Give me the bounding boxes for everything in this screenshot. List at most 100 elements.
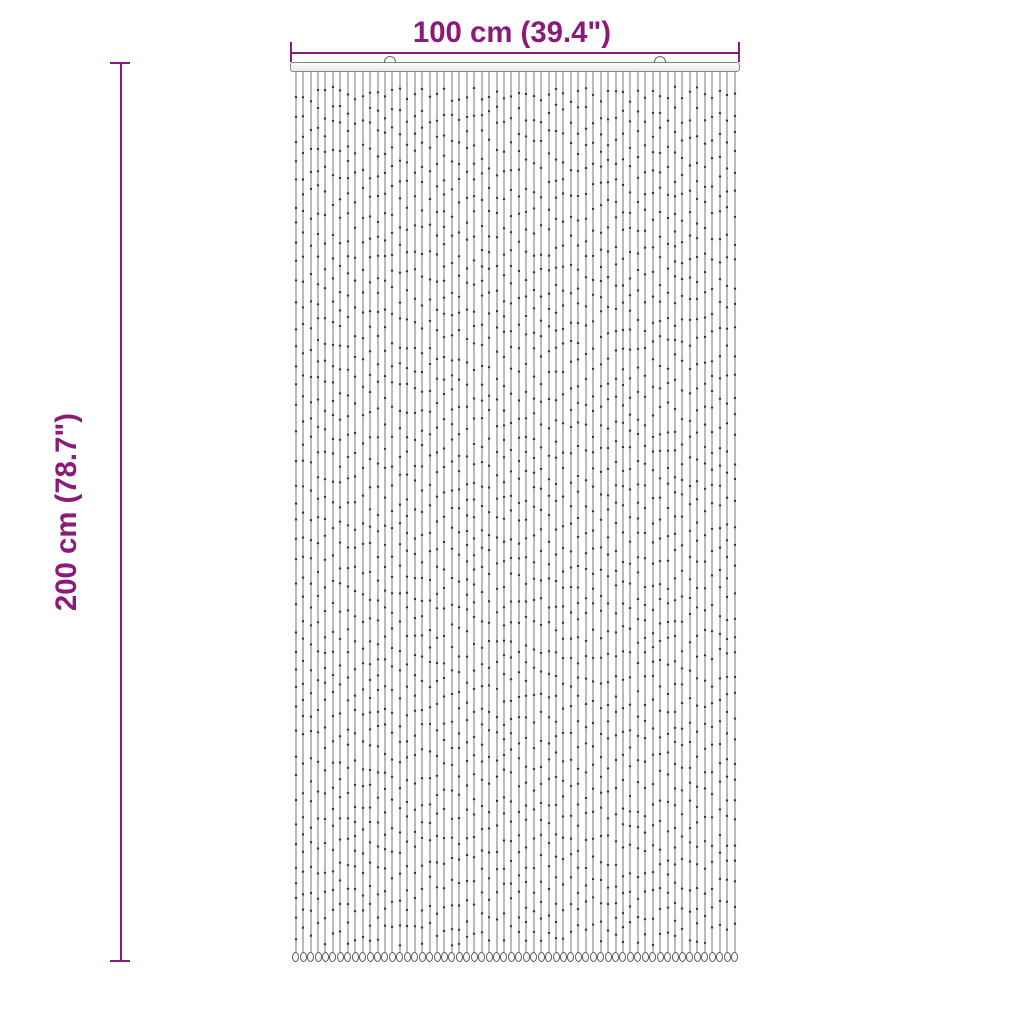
strand-loop xyxy=(716,952,723,962)
strand-loop xyxy=(597,952,604,962)
curtain-strand xyxy=(597,72,604,962)
strand-loop xyxy=(463,952,470,962)
strand-loop xyxy=(307,952,314,962)
strand-loop xyxy=(508,952,515,962)
strand-loop xyxy=(493,952,500,962)
width-dimension-tick-right xyxy=(738,42,740,62)
curtain-strand xyxy=(686,72,693,962)
strand-loop xyxy=(560,952,567,962)
curtain-strand xyxy=(433,72,440,962)
curtain-strand xyxy=(671,72,678,962)
curtain-strand xyxy=(723,72,730,962)
curtain-strand xyxy=(292,72,299,962)
strand-loop xyxy=(456,952,463,962)
curtain-strand xyxy=(656,72,663,962)
curtain-strand xyxy=(634,72,641,962)
curtain-strand xyxy=(508,72,515,962)
strand-loop xyxy=(419,952,426,962)
strand-loop xyxy=(530,952,537,962)
curtain-strand xyxy=(404,72,411,962)
strand-loop xyxy=(337,952,344,962)
curtain-strand xyxy=(352,72,359,962)
curtain-strand xyxy=(337,72,344,962)
curtain-strand xyxy=(575,72,582,962)
curtain-strand xyxy=(307,72,314,962)
strand-loop xyxy=(381,952,388,962)
curtain-strand xyxy=(448,72,455,962)
curtain-strand xyxy=(545,72,552,962)
curtain-strand xyxy=(523,72,530,962)
strand-loop xyxy=(657,952,664,962)
strand-loop xyxy=(612,952,619,962)
strand-loop xyxy=(553,952,560,962)
strand-loop xyxy=(709,952,716,962)
curtain-strand xyxy=(329,72,336,962)
curtain-strand xyxy=(418,72,425,962)
strand-loop xyxy=(329,952,336,962)
curtain-strand xyxy=(456,72,463,962)
curtain-strand xyxy=(530,72,537,962)
strand-loop xyxy=(649,952,656,962)
curtain-strand xyxy=(612,72,619,962)
strand-loop xyxy=(731,952,738,962)
curtain-strand xyxy=(627,72,634,962)
strand-loop xyxy=(292,952,299,962)
width-dimension-line xyxy=(290,52,740,54)
strand-loop xyxy=(694,952,701,962)
strand-loop xyxy=(359,952,366,962)
diagram-canvas: 100 cm (39.4") 200 cm (78.7") xyxy=(0,0,1024,1024)
curtain-strand xyxy=(664,72,671,962)
strand-loop xyxy=(724,952,731,962)
curtain-strand xyxy=(344,72,351,962)
curtain-strand xyxy=(731,72,738,962)
curtain-strand xyxy=(322,72,329,962)
rail-hook xyxy=(654,56,666,63)
strand-loop xyxy=(664,952,671,962)
curtain-strand xyxy=(426,72,433,962)
curtain-strand xyxy=(567,72,574,962)
curtain-strand xyxy=(619,72,626,962)
curtain-strand xyxy=(411,72,418,962)
curtain-strand xyxy=(374,72,381,962)
strand-loop xyxy=(575,952,582,962)
curtain-strand xyxy=(701,72,708,962)
strand-loop xyxy=(642,952,649,962)
curtain-strands xyxy=(290,72,740,962)
strand-loop xyxy=(567,952,574,962)
beaded-curtain xyxy=(290,62,740,962)
curtain-strand xyxy=(389,72,396,962)
curtain-strand xyxy=(463,72,470,962)
strand-loop xyxy=(679,952,686,962)
curtain-strand xyxy=(679,72,686,962)
curtain-strand xyxy=(590,72,597,962)
strand-loop xyxy=(515,952,522,962)
curtain-strand xyxy=(478,72,485,962)
strand-loop xyxy=(605,952,612,962)
curtain-strand xyxy=(441,72,448,962)
strand-loop xyxy=(701,952,708,962)
strand-loop xyxy=(441,952,448,962)
curtain-strand xyxy=(604,72,611,962)
curtain-rail xyxy=(290,62,740,72)
curtain-strand xyxy=(396,72,403,962)
strand-loop xyxy=(672,952,679,962)
strand-loop xyxy=(627,952,634,962)
strand-loop xyxy=(545,952,552,962)
height-dimension-label: 200 cm (78.7") xyxy=(50,413,84,611)
height-dimension-tick-top xyxy=(110,62,130,64)
strand-loop xyxy=(315,952,322,962)
curtain-strand xyxy=(485,72,492,962)
curtain-strand xyxy=(359,72,366,962)
curtain-strand xyxy=(552,72,559,962)
strand-loop xyxy=(300,952,307,962)
strand-loop xyxy=(411,952,418,962)
strand-loop xyxy=(374,952,381,962)
strand-loop xyxy=(344,952,351,962)
width-dimension-tick-left xyxy=(290,42,292,62)
strand-loop xyxy=(396,952,403,962)
strand-loop xyxy=(352,952,359,962)
strand-loop xyxy=(538,952,545,962)
strand-loop xyxy=(367,952,374,962)
curtain-strand xyxy=(493,72,500,962)
strand-loop xyxy=(619,952,626,962)
